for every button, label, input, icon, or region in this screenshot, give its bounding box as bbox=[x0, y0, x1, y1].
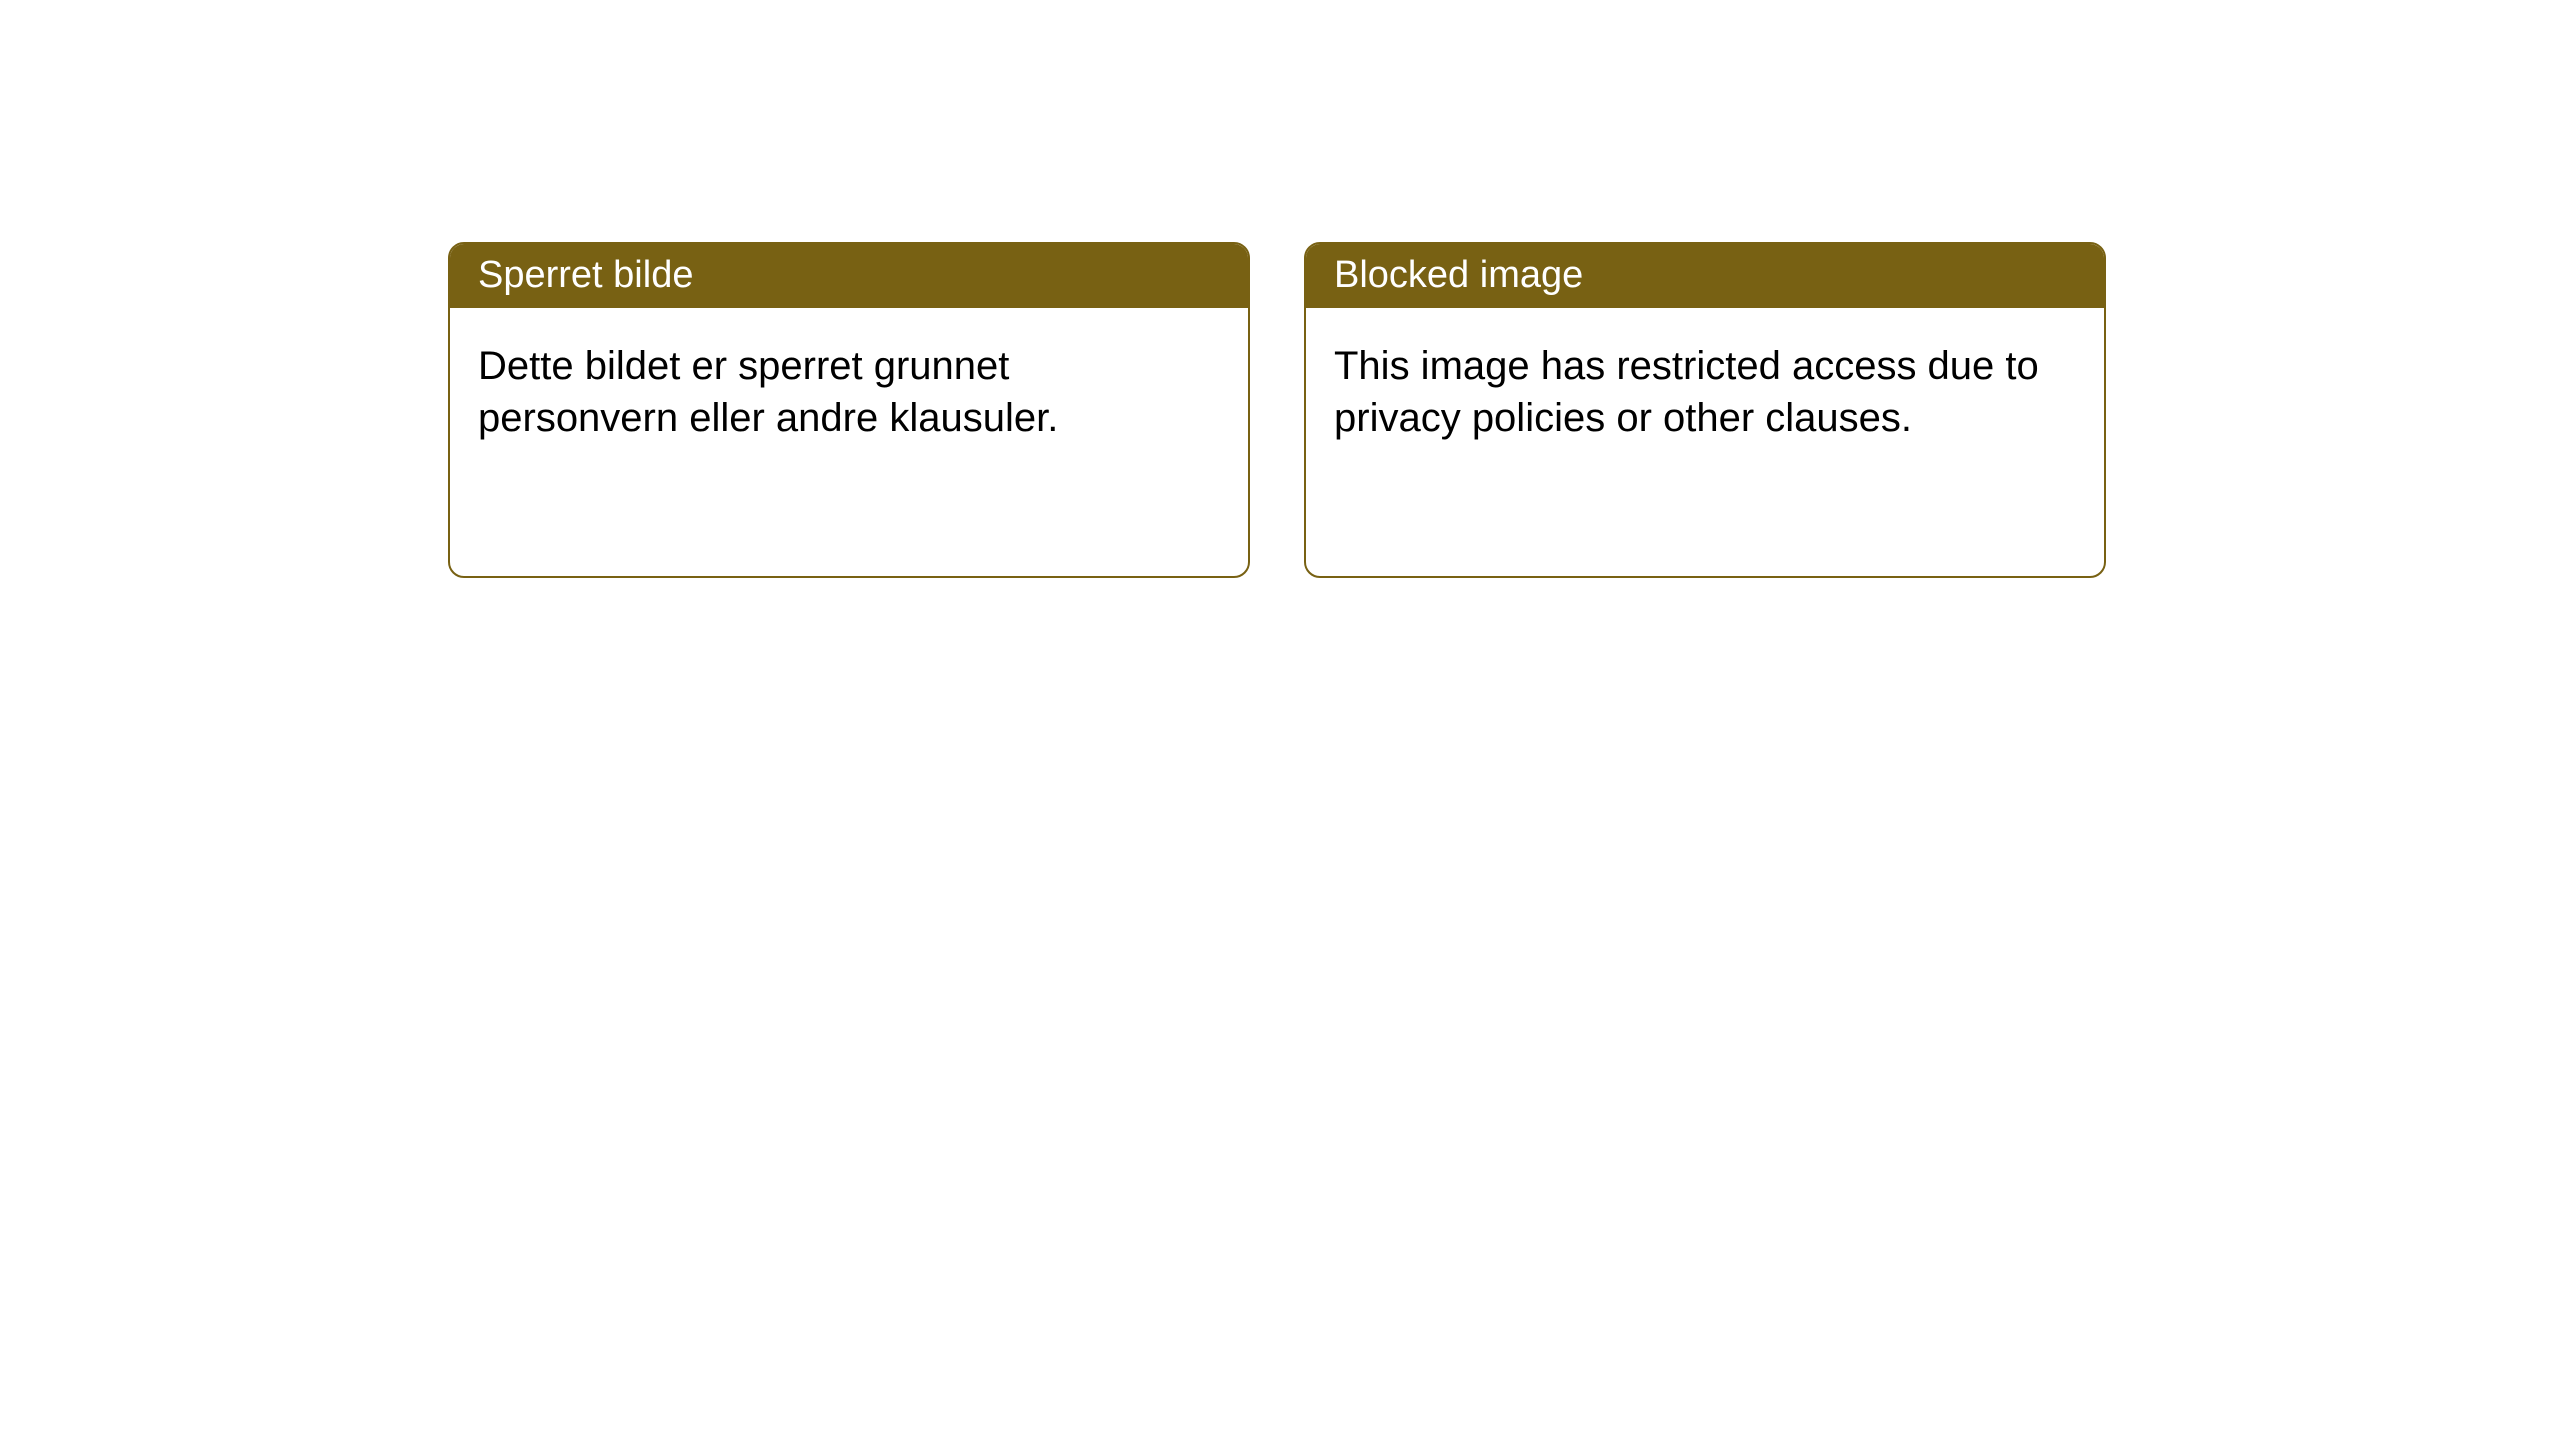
notice-title: Sperret bilde bbox=[450, 244, 1248, 308]
notice-card-norwegian: Sperret bilde Dette bildet er sperret gr… bbox=[448, 242, 1250, 578]
notice-container: Sperret bilde Dette bildet er sperret gr… bbox=[0, 0, 2560, 578]
notice-body: This image has restricted access due to … bbox=[1306, 308, 2104, 476]
notice-card-english: Blocked image This image has restricted … bbox=[1304, 242, 2106, 578]
notice-body: Dette bildet er sperret grunnet personve… bbox=[450, 308, 1248, 476]
notice-title: Blocked image bbox=[1306, 244, 2104, 308]
